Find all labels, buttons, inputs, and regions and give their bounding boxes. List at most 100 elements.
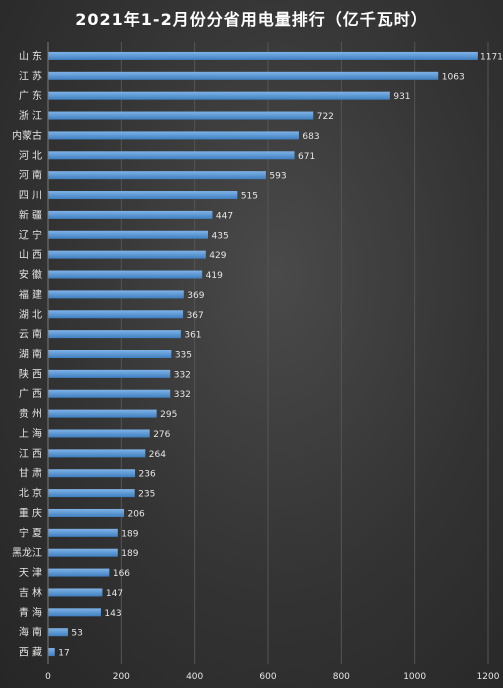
bar <box>48 429 150 438</box>
data-label: 147 <box>106 589 123 599</box>
data-label: 335 <box>175 351 192 361</box>
category-label: 湖 南 <box>19 348 42 361</box>
category-label: 天 津 <box>19 567 42 579</box>
bar <box>48 548 118 557</box>
category-label: 内蒙古 <box>12 129 42 142</box>
chart-title: 2021年1-2月份分省用电量排行（亿千瓦时） <box>75 10 428 29</box>
bar <box>48 111 314 120</box>
bar <box>48 409 157 418</box>
x-tick-label: 800 <box>333 672 350 682</box>
bar <box>48 568 110 577</box>
bar <box>48 210 213 219</box>
data-label: 17 <box>58 649 69 659</box>
category-label: 江 苏 <box>19 69 42 82</box>
category-label: 四 川 <box>19 191 42 202</box>
category-label: 吉 林 <box>19 586 42 599</box>
data-label: 189 <box>121 529 138 539</box>
data-label: 332 <box>174 390 191 400</box>
data-label: 369 <box>187 291 204 301</box>
bar <box>48 389 171 398</box>
x-tick-label: 600 <box>259 672 276 682</box>
category-label: 河 南 <box>19 169 42 182</box>
category-label: 陕 西 <box>19 367 42 380</box>
data-label: 593 <box>269 172 286 182</box>
bar <box>48 608 101 617</box>
data-label: 264 <box>149 450 166 460</box>
data-label: 143 <box>104 609 121 619</box>
data-label: 429 <box>209 251 226 261</box>
data-label: 53 <box>71 629 82 639</box>
category-label: 上 海 <box>19 427 42 440</box>
bar <box>48 91 390 100</box>
category-label: 宁 夏 <box>19 526 42 539</box>
category-label: 辽 宁 <box>19 228 42 241</box>
category-label: 海 南 <box>19 626 42 639</box>
category-label: 山 西 <box>19 249 42 261</box>
bar <box>48 628 68 637</box>
bar <box>48 71 439 80</box>
data-label: 722 <box>317 112 334 122</box>
bar <box>48 230 208 239</box>
bar <box>48 369 171 378</box>
bar <box>48 131 299 140</box>
category-label: 甘 肃 <box>19 467 42 480</box>
x-tick-label: 0 <box>45 672 51 682</box>
data-label: 367 <box>187 311 204 321</box>
x-tick-label: 200 <box>113 672 130 682</box>
data-label: 235 <box>138 490 155 500</box>
data-label: 515 <box>241 192 258 202</box>
bar <box>48 310 184 319</box>
bar <box>48 350 172 358</box>
data-label: 189 <box>121 549 138 559</box>
data-label: 931 <box>393 92 410 102</box>
category-label: 福 建 <box>19 288 42 301</box>
category-label: 湖 北 <box>19 309 42 321</box>
data-label: 419 <box>206 271 223 281</box>
category-label: 云 南 <box>19 328 42 341</box>
data-label: 671 <box>298 152 315 162</box>
x-tick-label: 1200 <box>477 672 500 682</box>
category-label: 河 北 <box>19 150 42 162</box>
data-label: 683 <box>302 132 319 142</box>
data-label: 1063 <box>442 72 465 82</box>
data-label: 166 <box>113 569 130 579</box>
bar <box>48 171 266 180</box>
category-label: 新 疆 <box>19 208 42 221</box>
category-label: 安 徽 <box>19 268 42 281</box>
bar <box>48 270 203 279</box>
data-label: 206 <box>128 509 145 519</box>
bar <box>48 648 55 657</box>
bar <box>48 449 146 458</box>
category-label: 广 西 <box>19 388 42 400</box>
bar <box>48 151 295 160</box>
data-label: 276 <box>153 430 170 440</box>
category-label: 浙 江 <box>19 110 42 122</box>
x-tick-label: 1000 <box>403 672 426 682</box>
category-label: 青 海 <box>19 606 42 619</box>
bar <box>48 489 135 498</box>
bar <box>48 290 184 299</box>
category-label: 黑龙江 <box>12 546 42 559</box>
bar <box>48 51 478 60</box>
category-label: 贵 州 <box>19 407 42 420</box>
bar <box>48 191 238 200</box>
bar <box>48 250 206 259</box>
data-label: 435 <box>212 231 229 241</box>
data-label: 295 <box>160 410 177 420</box>
data-label: 1171 <box>480 52 503 62</box>
data-label: 361 <box>184 331 201 341</box>
bar <box>48 508 125 517</box>
bar <box>48 330 181 339</box>
category-label: 江 西 <box>19 448 42 460</box>
bar <box>48 469 136 478</box>
bar <box>48 588 103 597</box>
category-label: 广 东 <box>19 89 42 102</box>
x-tick-label: 400 <box>186 672 203 682</box>
category-label: 西 藏 <box>19 647 42 659</box>
category-label: 山 东 <box>19 49 42 62</box>
bar <box>48 528 118 537</box>
category-label: 重 庆 <box>19 506 42 519</box>
category-label: 北 京 <box>19 487 42 500</box>
data-label: 447 <box>216 211 233 221</box>
